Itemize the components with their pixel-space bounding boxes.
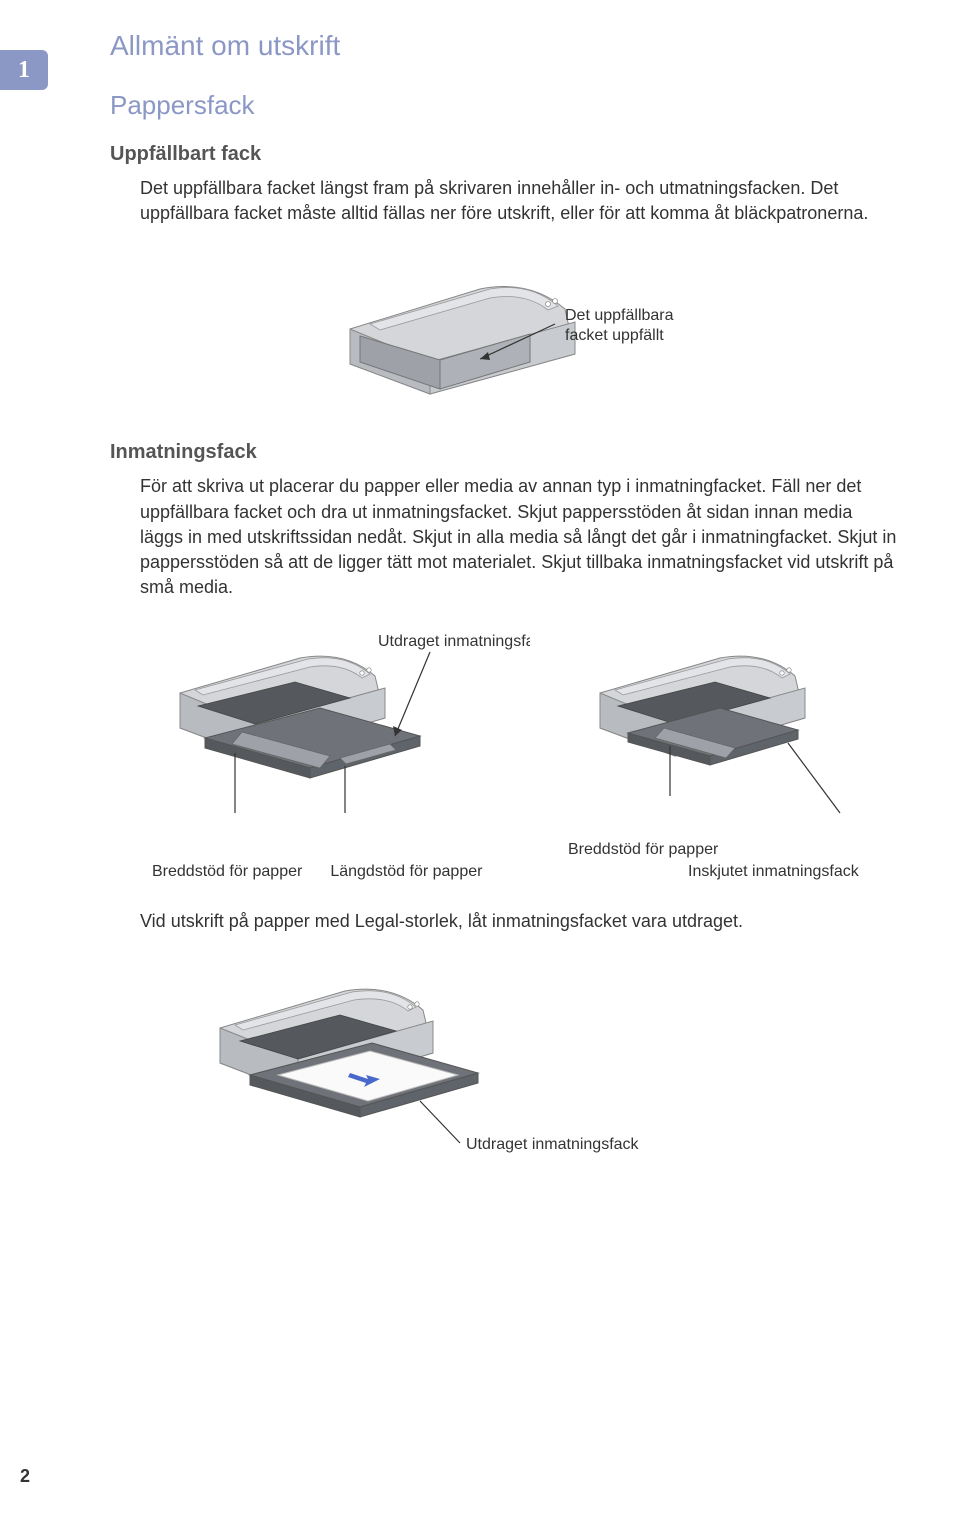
figure-two-printers: Utdraget inmatningsfack [140,618,900,823]
section-title: Pappersfack [110,90,900,121]
callout-closed-1: Det uppfällbara [565,307,674,324]
callout-closed-2: facket uppfällt [565,327,664,344]
label-width-guide-left: Breddstöd för papper [152,863,302,881]
subsection-2-paragraph: För att skriva ut placerar du papper ell… [140,474,900,600]
subsection-1-paragraph: Det uppfällbara facket längst fram på sk… [140,176,900,226]
subsection-2-title: Inmatningsfack [110,441,900,464]
figure-legal-tray: Utdraget inmatningsfack [140,953,900,1178]
subsection-1-title: Uppfällbart fack [110,143,900,166]
label-pushed-tray: Inskjutet inmatningsfack [688,863,859,881]
callout-final-extended: Utdraget inmatningsfack [466,1136,640,1153]
page-number: 2 [20,1466,30,1487]
figure-printer-closed: Det uppfällbara facket uppfällt [140,244,900,419]
legal-note: Vid utskrift på papper med Legal-storlek… [140,909,900,934]
figure-labels-row: Breddstöd för papper Längdstöd för pappe… [140,863,900,881]
chapter-tab: 1 [0,50,48,90]
label-length-guide: Längdstöd för papper [330,863,482,881]
chapter-title: Allmänt om utskrift [110,30,900,62]
callout-extended-tray: Utdraget inmatningsfack [378,633,530,650]
label-width-guide-right: Breddstöd för papper [568,841,718,859]
